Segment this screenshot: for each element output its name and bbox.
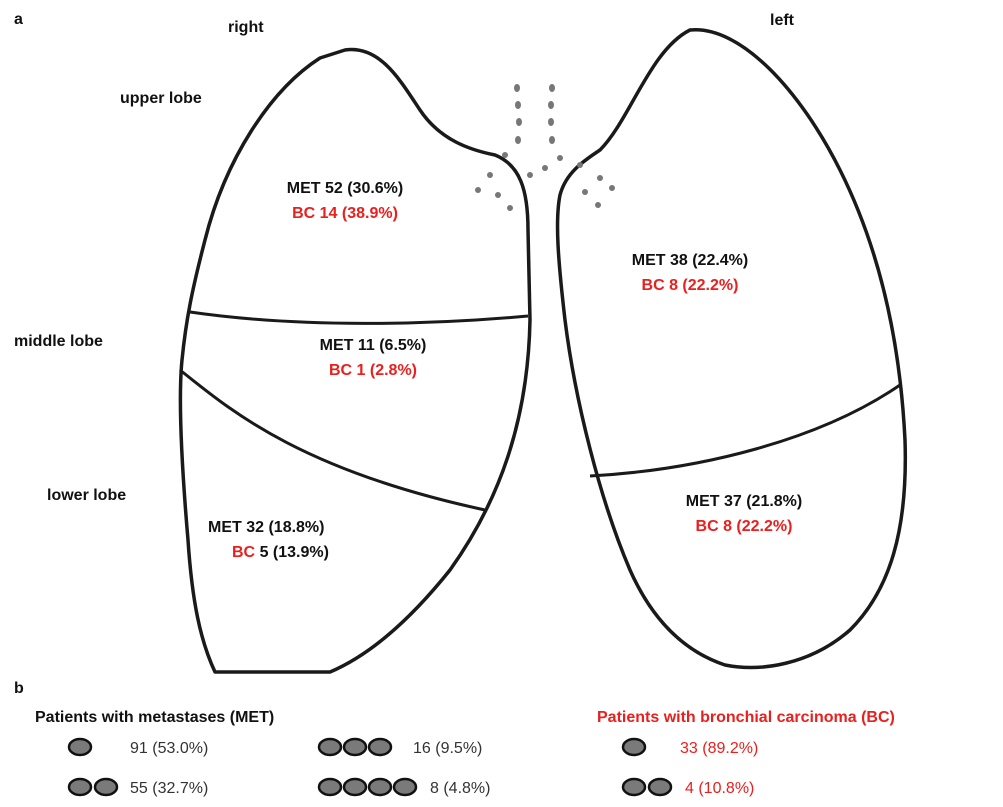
lobe-name: upper lobe <box>120 90 202 107</box>
bc-value: 5 (13.9%) <box>260 544 329 561</box>
right-lung <box>180 50 530 672</box>
panel-label: a <box>14 11 23 28</box>
met-count: MET 37 (21.8%) <box>686 493 802 510</box>
trachea-dots <box>475 84 615 211</box>
bc-count: BC 8 (22.2%) <box>642 277 739 294</box>
bc-prefix: BC <box>232 544 256 561</box>
bc-count: BC 1 (2.8%) <box>329 362 417 379</box>
left-lung <box>558 30 906 668</box>
row-value: 55 (32.7%) <box>130 780 208 797</box>
legend-title: Patients with bronchial carcinoma (BC) <box>597 709 895 726</box>
legend-title: Patients with metastases (MET) <box>35 709 274 726</box>
row-value: 91 (53.0%) <box>130 740 208 757</box>
row-value: 8 (4.8%) <box>430 780 490 797</box>
bc-count: BC 5 (13.9%) <box>232 544 329 561</box>
horizontal-fissure <box>190 312 528 323</box>
left-oblique-fissure <box>590 385 900 476</box>
side-label: right <box>228 19 264 36</box>
lobe-name: middle lobe <box>14 333 103 350</box>
side-label: left <box>770 12 795 29</box>
lungs-drawing <box>180 30 905 672</box>
bc-count: BC 8 (22.2%) <box>696 518 793 535</box>
panel-label: b <box>14 680 24 697</box>
row-value: 33 (89.2%) <box>680 740 758 757</box>
figure: a right left upper lobe middle lobe lowe… <box>0 0 1003 807</box>
met-count: MET 32 (18.8%) <box>208 519 324 536</box>
row-value: 16 (9.5%) <box>413 740 482 757</box>
lobe-name: lower lobe <box>47 487 126 504</box>
met-count: MET 11 (6.5%) <box>320 337 427 354</box>
row-value: 4 (10.8%) <box>685 780 754 797</box>
right-oblique-fissure <box>180 370 485 510</box>
met-count: MET 38 (22.4%) <box>632 252 748 269</box>
bc-count: BC 14 (38.9%) <box>292 205 398 222</box>
met-count: MET 52 (30.6%) <box>287 180 403 197</box>
